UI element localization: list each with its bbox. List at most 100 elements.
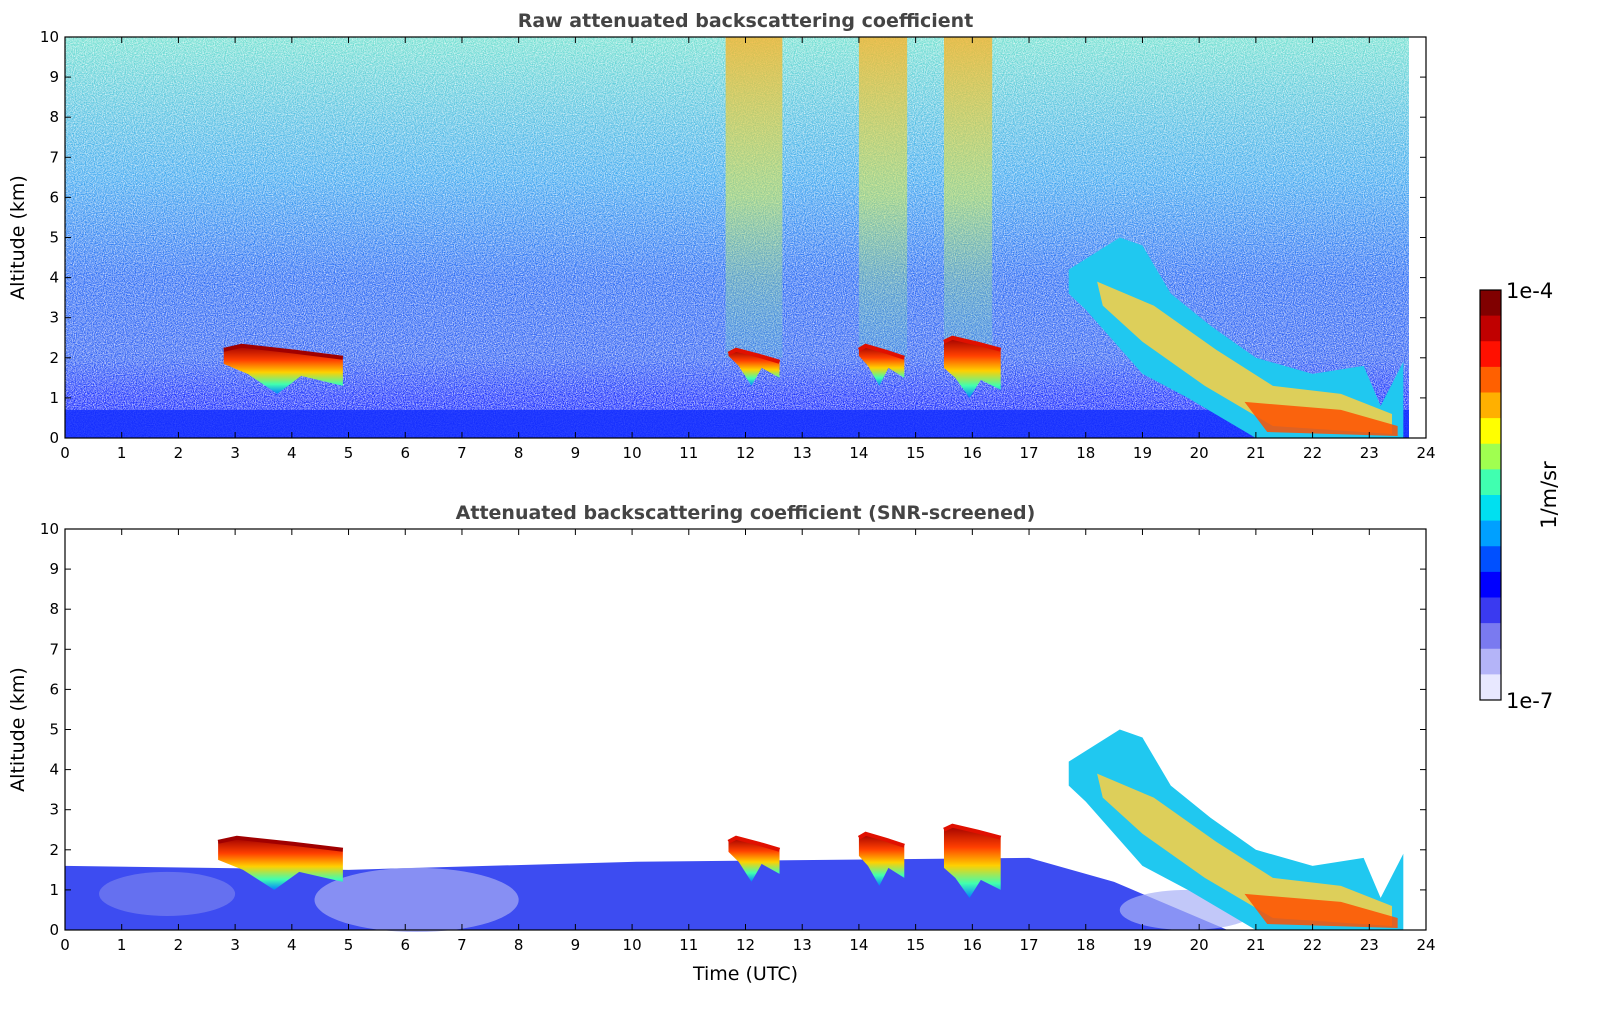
x-tick-label: 5 bbox=[344, 936, 354, 954]
cloud-layer bbox=[728, 837, 780, 882]
x-tick-label: 2 bbox=[174, 936, 184, 954]
colorbar-step bbox=[1480, 495, 1501, 522]
x-tick-label: 23 bbox=[1360, 936, 1379, 954]
x-tick-label: 14 bbox=[849, 936, 868, 954]
x-axis-label: Time (UTC) bbox=[692, 963, 798, 985]
x-tick-label: 24 bbox=[1416, 936, 1435, 954]
x-tick-label: 17 bbox=[1019, 936, 1038, 954]
plot-area bbox=[65, 729, 1404, 933]
colorbar-step bbox=[1480, 315, 1501, 342]
panels: Raw attenuated backscattering coefficien… bbox=[7, 10, 1436, 985]
x-tick-label: 14 bbox=[849, 444, 868, 462]
boundary-layer bbox=[65, 857, 1228, 930]
x-tick-label: 20 bbox=[1190, 444, 1209, 462]
x-tick-label: 17 bbox=[1019, 444, 1038, 462]
x-tick-label: 0 bbox=[60, 936, 70, 954]
cloud-top bbox=[223, 343, 344, 360]
colorbar-frame bbox=[1479, 289, 1502, 701]
y-tick-label: 8 bbox=[49, 600, 59, 618]
x-tick-label: 11 bbox=[679, 936, 698, 954]
x-tick-label: 2 bbox=[174, 444, 184, 462]
y-tick-label: 0 bbox=[49, 921, 59, 939]
y-tick-label: 2 bbox=[49, 841, 59, 859]
colorbar-step bbox=[1480, 366, 1501, 393]
cloud-layer bbox=[223, 345, 343, 394]
y-tick-label: 3 bbox=[49, 801, 59, 819]
x-tick-label: 12 bbox=[736, 936, 755, 954]
x-tick-label: 13 bbox=[793, 444, 812, 462]
y-tick-label: 9 bbox=[49, 560, 59, 578]
x-tick-label: 16 bbox=[963, 936, 982, 954]
colorbar-max-label: 1e-4 bbox=[1506, 279, 1553, 303]
x-tick-label: 8 bbox=[514, 936, 524, 954]
aerosol-core bbox=[1097, 773, 1392, 926]
x-tick-label: 5 bbox=[344, 444, 354, 462]
colorbar-min-label: 1e-7 bbox=[1506, 689, 1553, 713]
y-tick-label: 6 bbox=[49, 680, 59, 698]
aerosol-layer bbox=[1068, 729, 1404, 930]
x-tick-label: 3 bbox=[230, 444, 240, 462]
x-tick-label: 3 bbox=[230, 936, 240, 954]
plot-area bbox=[65, 37, 1409, 438]
near-surface-signal bbox=[65, 409, 1409, 438]
colorbar-step bbox=[1480, 674, 1501, 701]
colorbar-step bbox=[1480, 571, 1501, 598]
x-tick-label: 4 bbox=[287, 936, 297, 954]
x-tick-label: 18 bbox=[1076, 936, 1095, 954]
x-tick-label: 15 bbox=[906, 444, 925, 462]
y-tick-label: 8 bbox=[49, 108, 59, 126]
colorbar-step bbox=[1480, 290, 1501, 317]
y-tick-label: 5 bbox=[49, 229, 59, 247]
y-tick-label: 5 bbox=[49, 721, 59, 739]
colorbar-step bbox=[1480, 520, 1501, 547]
x-tick-label: 9 bbox=[571, 936, 581, 954]
x-tick-label: 19 bbox=[1133, 444, 1152, 462]
weak-signal-region bbox=[314, 867, 519, 933]
cloud-top bbox=[857, 343, 905, 360]
x-tick-label: 23 bbox=[1360, 444, 1379, 462]
y-tick-label: 3 bbox=[49, 309, 59, 327]
y-tick-label: 1 bbox=[49, 389, 59, 407]
colorbar: 1e-4 1e-7 1/m/sr bbox=[1479, 279, 1561, 713]
colorbar-step bbox=[1480, 597, 1501, 624]
colorbar-step bbox=[1480, 443, 1501, 470]
y-axis-label: Altitude (km) bbox=[7, 667, 29, 792]
x-tick-label: 16 bbox=[963, 444, 982, 462]
x-tick-label: 13 bbox=[793, 936, 812, 954]
aerosol-peak bbox=[1244, 401, 1398, 436]
y-tick-label: 7 bbox=[49, 640, 59, 658]
solar-noise-column bbox=[858, 37, 908, 358]
x-tick-label: 10 bbox=[623, 936, 642, 954]
colorbar-steps bbox=[1480, 290, 1501, 701]
colorbar-step bbox=[1480, 392, 1501, 419]
x-tick-label: 9 bbox=[571, 444, 581, 462]
y-tick-label: 1 bbox=[49, 881, 59, 899]
y-axis-label: Altitude (km) bbox=[7, 175, 29, 300]
x-tick-label: 11 bbox=[679, 444, 698, 462]
cloud-top bbox=[727, 835, 781, 852]
panel-title: Raw attenuated backscattering coefficien… bbox=[518, 10, 974, 32]
y-tick-label: 0 bbox=[49, 429, 59, 447]
aerosol-layer bbox=[1068, 237, 1404, 438]
cloud-top bbox=[943, 823, 1002, 840]
x-tick-label: 7 bbox=[457, 444, 467, 462]
x-tick-label: 6 bbox=[400, 444, 410, 462]
panel-snr-screened: Attenuated backscattering coefficient (S… bbox=[7, 502, 1436, 985]
y-tick-label: 4 bbox=[49, 761, 59, 779]
x-tick-label: 8 bbox=[514, 444, 524, 462]
y-tick-label: 10 bbox=[40, 520, 59, 538]
aerosol-peak bbox=[1244, 893, 1398, 928]
cloud-top bbox=[857, 831, 905, 848]
x-tick-label: 1 bbox=[117, 936, 127, 954]
x-tick-label: 19 bbox=[1133, 936, 1152, 954]
cloud-layer bbox=[858, 833, 905, 886]
y-tick-label: 4 bbox=[49, 269, 59, 287]
cloud-layer bbox=[943, 825, 1001, 898]
x-tick-label: 4 bbox=[287, 444, 297, 462]
x-tick-label: 1 bbox=[117, 444, 127, 462]
solar-noise-column bbox=[943, 37, 993, 358]
colorbar-step bbox=[1480, 546, 1501, 573]
x-tick-label: 21 bbox=[1246, 936, 1265, 954]
colorbar-step bbox=[1480, 341, 1501, 368]
